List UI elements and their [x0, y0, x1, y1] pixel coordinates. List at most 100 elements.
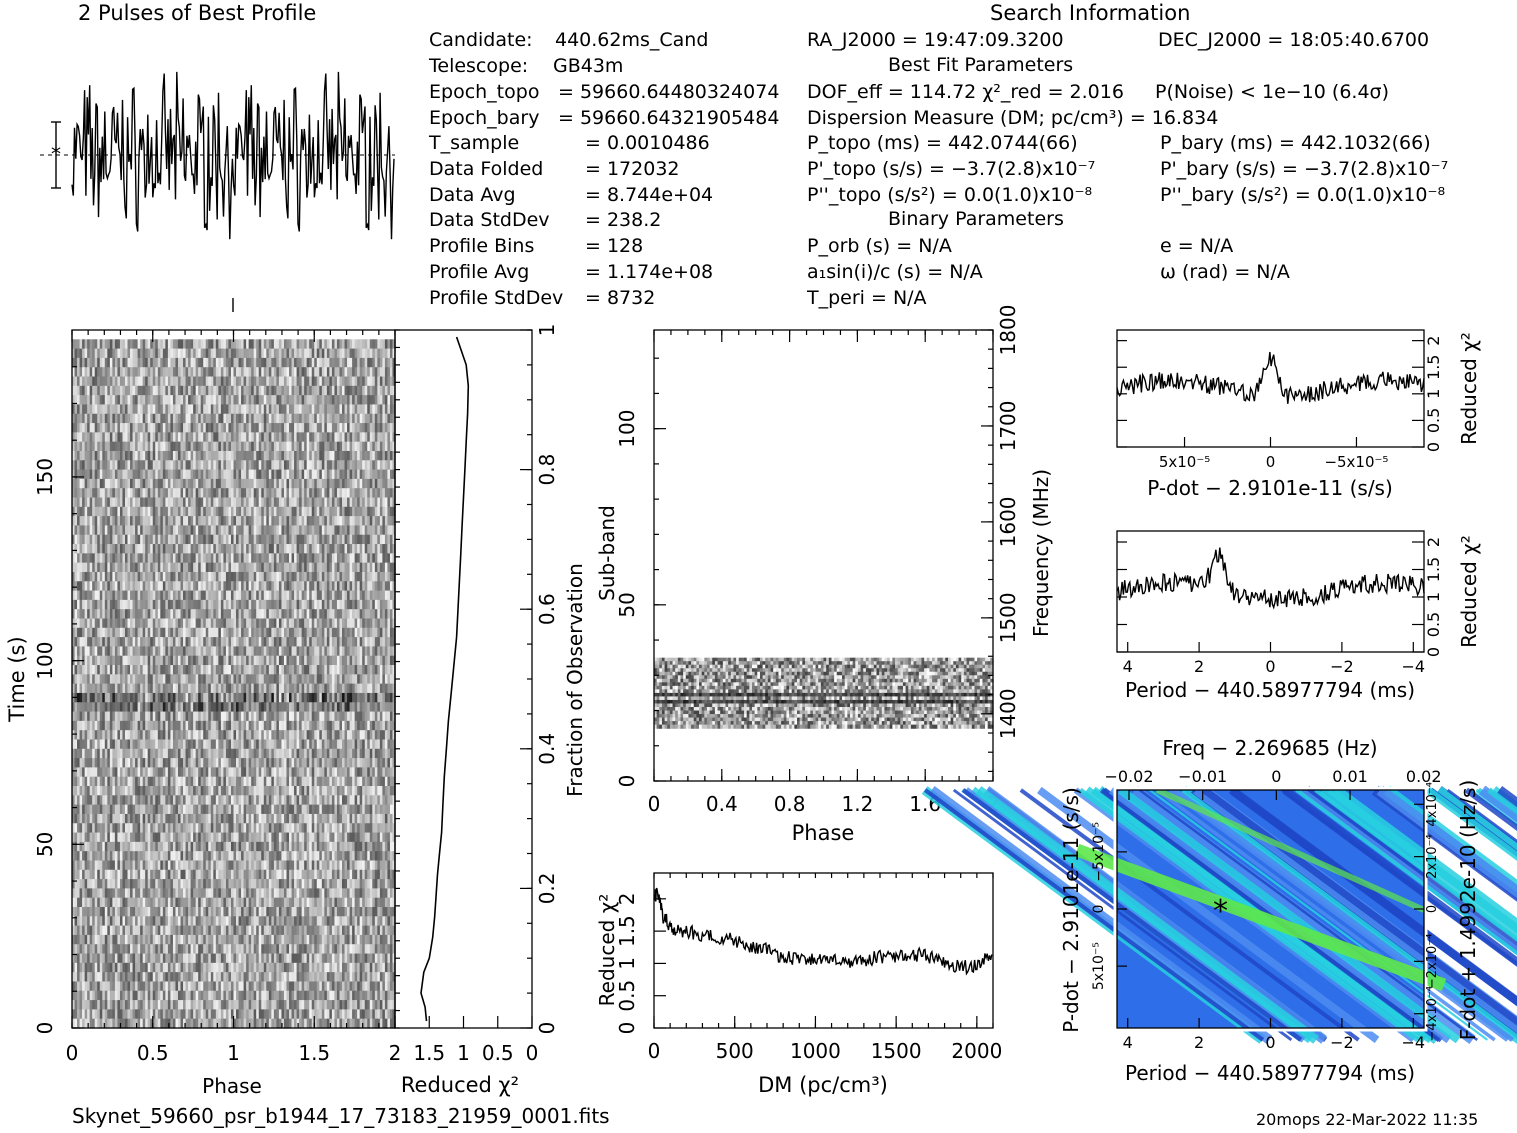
pixel	[311, 367, 315, 378]
pixel	[369, 357, 373, 368]
pixel	[82, 423, 86, 433]
pixel	[344, 488, 348, 499]
pixel	[248, 488, 252, 499]
pixel	[175, 348, 179, 359]
pixel	[72, 423, 76, 433]
pixel	[198, 339, 202, 350]
pixel	[107, 404, 111, 415]
pixel	[82, 478, 86, 489]
pixel	[263, 413, 267, 424]
pixel	[276, 404, 280, 415]
pixel	[286, 330, 290, 340]
pixel	[251, 525, 255, 536]
pixel	[162, 423, 166, 433]
pixel	[246, 423, 250, 433]
pixel	[162, 348, 166, 359]
pixel	[92, 432, 96, 443]
pixel	[349, 432, 353, 443]
pixel	[309, 478, 313, 489]
pixel	[314, 506, 318, 517]
pixel	[215, 432, 219, 443]
pixel	[354, 339, 358, 350]
pixel	[193, 385, 197, 396]
pixel	[155, 423, 159, 433]
pixel	[256, 339, 260, 350]
pixel	[268, 339, 272, 350]
pixel	[177, 497, 182, 508]
pixel	[172, 516, 177, 527]
pixel	[142, 432, 146, 443]
pixel	[72, 460, 76, 471]
pixel	[117, 404, 121, 415]
pixel	[347, 367, 351, 378]
pixel	[331, 497, 336, 508]
pixel	[230, 330, 235, 340]
pixel	[213, 423, 217, 433]
pixel	[185, 413, 189, 424]
pixel	[230, 534, 235, 545]
pixel	[177, 441, 182, 452]
pixel	[316, 339, 320, 350]
pixel	[364, 348, 368, 359]
pixel	[132, 395, 136, 406]
pixel	[359, 357, 363, 368]
pixel	[122, 478, 126, 489]
pixel	[281, 534, 285, 545]
pixel	[97, 441, 101, 452]
pixel	[377, 376, 381, 387]
pixel	[180, 330, 184, 340]
pixel	[251, 450, 255, 461]
pixel	[289, 423, 293, 433]
pixel	[326, 460, 330, 471]
pixel	[185, 460, 189, 471]
pixel	[261, 413, 265, 424]
pixel	[228, 488, 232, 499]
pixel	[72, 432, 76, 443]
pixel	[367, 516, 371, 527]
pixel	[377, 423, 381, 433]
pixel	[97, 348, 101, 359]
ptopo-value: P_topo (ms) = 442.0744(66)	[807, 132, 1078, 154]
pixel	[87, 385, 91, 396]
pixel	[124, 497, 129, 508]
pixel	[324, 497, 328, 508]
pixel	[208, 385, 212, 396]
pixel	[109, 516, 113, 527]
pixel	[384, 469, 389, 480]
pixel	[289, 339, 293, 350]
pixel	[321, 357, 325, 368]
pixel	[137, 441, 141, 452]
pixel	[334, 460, 338, 471]
pixel	[251, 497, 255, 508]
pixel	[299, 348, 303, 359]
pixel	[359, 348, 363, 359]
pixel	[94, 404, 98, 415]
pixel	[324, 376, 328, 387]
pixel	[379, 376, 383, 387]
pixel	[296, 525, 300, 536]
pixel	[316, 441, 320, 452]
pixel	[241, 534, 245, 545]
pixel	[352, 385, 356, 396]
pixel	[87, 432, 91, 443]
pixel	[362, 330, 366, 340]
pixel	[321, 395, 325, 406]
pixel	[193, 395, 197, 406]
pixel	[200, 348, 204, 359]
pixel	[352, 450, 356, 461]
pixel	[372, 367, 376, 378]
pixel	[334, 339, 338, 350]
pixel	[294, 367, 298, 378]
pixel	[278, 506, 283, 517]
pixel	[291, 460, 295, 471]
pixel	[155, 348, 159, 359]
pixel	[77, 395, 81, 406]
pixel	[256, 367, 260, 378]
pixel	[253, 460, 257, 471]
pixel	[137, 450, 141, 461]
pixel	[372, 357, 376, 368]
pixel	[157, 441, 161, 452]
pixel	[167, 441, 172, 452]
pixel	[228, 423, 232, 433]
pixel	[304, 376, 308, 387]
